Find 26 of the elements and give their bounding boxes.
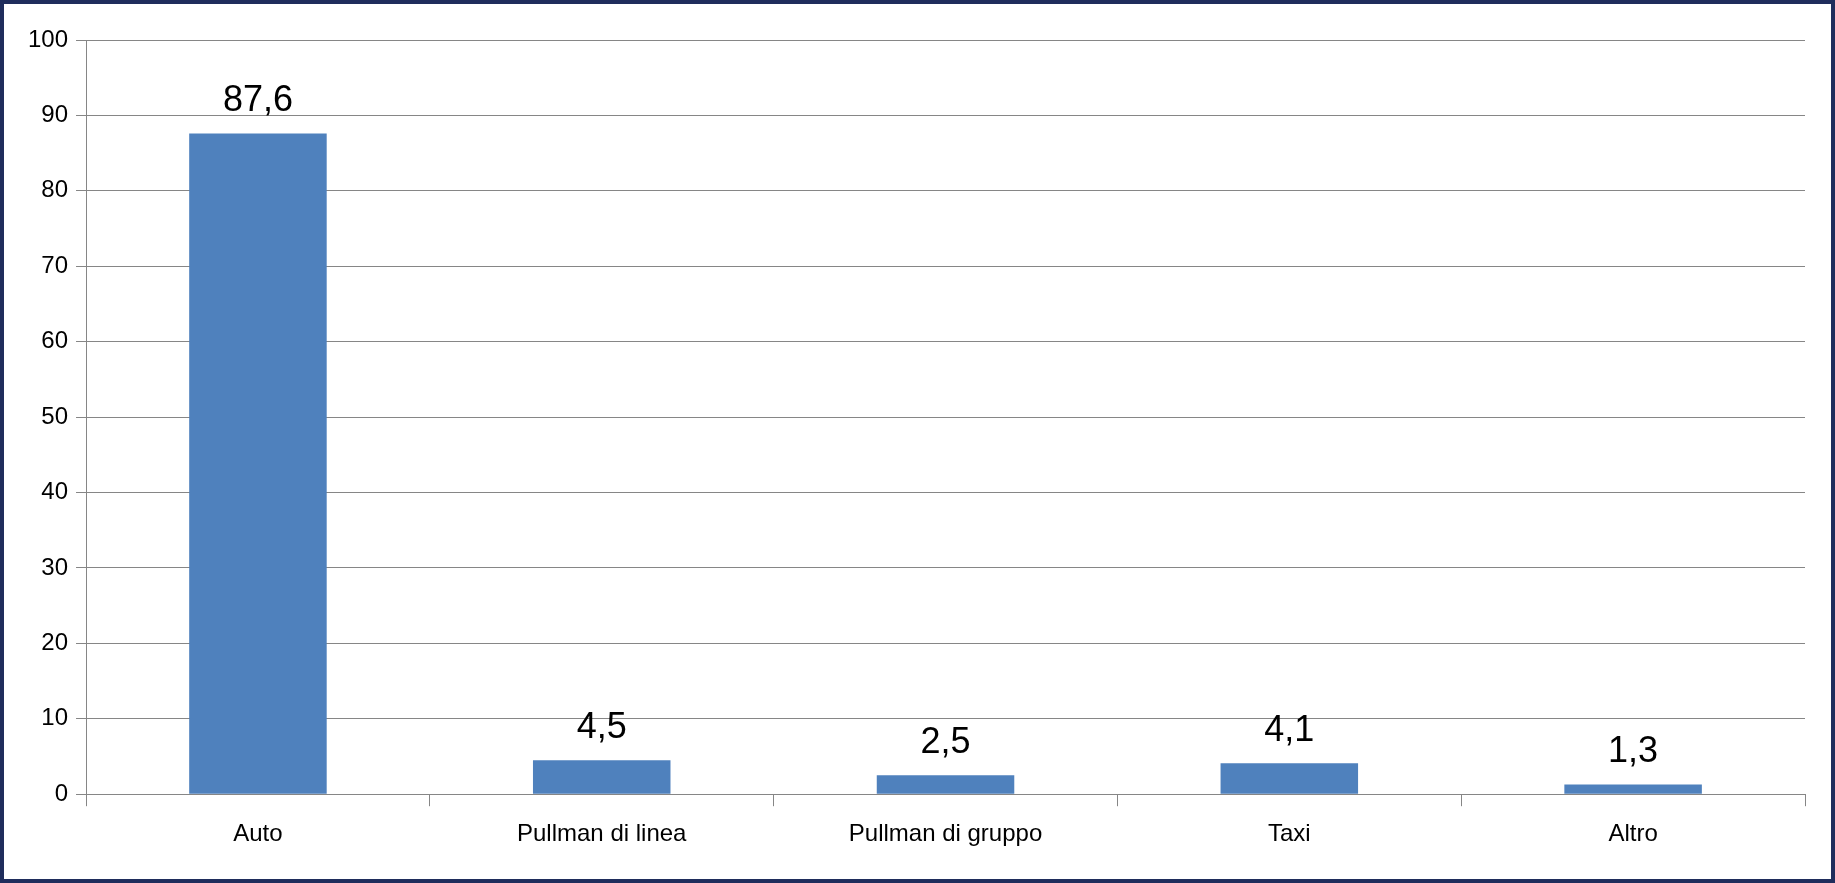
x-tick-label: Altro <box>1608 819 1658 847</box>
data-label: 87,6 <box>222 78 293 120</box>
y-tick-label: 70 <box>41 250 69 278</box>
x-tick-label: Auto <box>233 819 283 847</box>
bar <box>876 775 1015 794</box>
y-tick-label: 20 <box>41 627 69 655</box>
data-label: 4,1 <box>1264 708 1315 750</box>
y-tick-label: 100 <box>28 24 69 52</box>
data-label: 2,5 <box>920 720 971 762</box>
bar <box>189 133 327 794</box>
bar <box>532 760 671 794</box>
bar <box>1220 763 1359 794</box>
y-tick-label: 40 <box>41 477 69 505</box>
y-tick-label: 30 <box>41 552 69 580</box>
y-tick-label: 80 <box>41 175 69 203</box>
y-tick-label: 50 <box>41 401 69 429</box>
x-tick-label: Taxi <box>1267 819 1311 847</box>
y-tick-label: 90 <box>41 100 69 128</box>
x-tick-label: Pullman di linea <box>517 819 688 847</box>
x-tick-label: Pullman di gruppo <box>848 819 1043 847</box>
data-label: 1,3 <box>1608 729 1659 771</box>
y-tick-label: 10 <box>41 703 69 731</box>
y-tick-label: 60 <box>41 326 69 354</box>
y-tick-label: 0 <box>54 778 69 806</box>
bar <box>1564 784 1702 794</box>
data-label: 4,5 <box>576 705 627 747</box>
